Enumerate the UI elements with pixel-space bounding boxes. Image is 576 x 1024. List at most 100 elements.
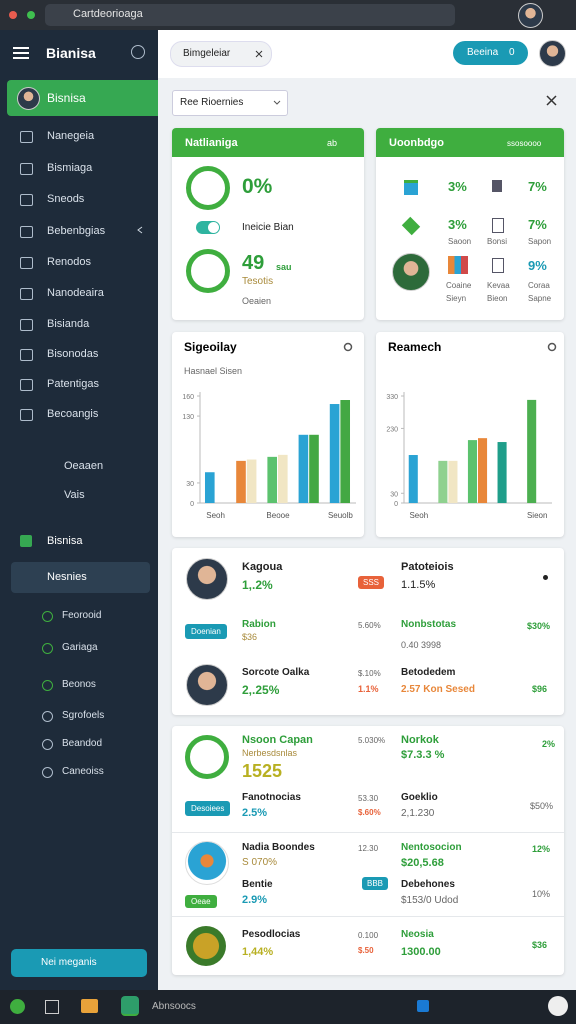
nav-item[interactable]: Bismiaga bbox=[47, 162, 93, 174]
chart-title: Reamech bbox=[388, 340, 441, 354]
value: 2,.25% bbox=[242, 683, 280, 697]
side-button[interactable]: Nei meganis bbox=[11, 949, 147, 977]
profile[interactable] bbox=[518, 3, 543, 28]
right: $36 bbox=[532, 940, 548, 950]
ring-caption: Oeaien bbox=[242, 296, 272, 306]
value: $7.3.3 % bbox=[401, 749, 445, 761]
chevron bbox=[137, 226, 143, 234]
app-icon[interactable] bbox=[121, 996, 139, 1016]
name: Nadia Boondes bbox=[242, 842, 315, 853]
nav-item[interactable]: Becoangis bbox=[47, 408, 99, 420]
close-button[interactable] bbox=[546, 95, 557, 106]
x-tick-label: Seuolb bbox=[328, 511, 353, 520]
name: Bentie bbox=[242, 879, 273, 890]
bar bbox=[204, 472, 215, 503]
header-button-label: Beeina bbox=[467, 47, 499, 58]
title: Nonbstotas bbox=[401, 619, 456, 630]
nav-child[interactable]: Sgrofoels bbox=[62, 710, 105, 721]
dropdown[interactable]: Ree Rioernies bbox=[172, 90, 288, 116]
value: 1.1.5% bbox=[401, 579, 436, 591]
item-icon bbox=[20, 349, 33, 361]
avatar bbox=[17, 87, 40, 110]
nav-child[interactable]: Beandod bbox=[62, 738, 103, 749]
avatar bbox=[186, 558, 228, 600]
toggle[interactable] bbox=[196, 221, 220, 234]
section-label: Bisnisa bbox=[47, 535, 83, 547]
nav-child[interactable]: Gariaga bbox=[62, 642, 98, 653]
stat-label: Saoon bbox=[448, 237, 472, 246]
mid: $.10% bbox=[358, 669, 381, 678]
y-tick-label: 30 bbox=[390, 491, 398, 498]
chip-close[interactable] bbox=[255, 50, 263, 58]
tray-icon[interactable] bbox=[548, 996, 568, 1016]
sub: Nerbesdsnlas bbox=[242, 748, 298, 758]
nav-item[interactable]: Nanegeia bbox=[47, 130, 95, 142]
nav-item[interactable]: Bisianda bbox=[47, 318, 90, 330]
chart-menu[interactable] bbox=[343, 342, 353, 352]
active-item[interactable]: Bisnisa bbox=[7, 80, 158, 116]
avatar bbox=[392, 253, 430, 291]
app-icon[interactable] bbox=[45, 1000, 59, 1014]
stat-label: Sapon bbox=[528, 237, 552, 246]
bar bbox=[278, 454, 288, 503]
icon bbox=[448, 256, 468, 274]
badge: BBB bbox=[362, 877, 389, 890]
nav-item[interactable]: Bisonodas bbox=[47, 348, 99, 360]
item-icon bbox=[20, 226, 33, 238]
app-icon[interactable] bbox=[81, 999, 98, 1013]
sub-item[interactable]: Vais bbox=[64, 489, 85, 501]
chart-subtitle: Hasnael Sisen bbox=[184, 366, 242, 376]
value: 1,.2% bbox=[242, 578, 273, 592]
item-icon bbox=[20, 288, 33, 300]
header-button[interactable]: Beeina 0 bbox=[453, 41, 528, 65]
nav-child[interactable]: Caneoiss bbox=[62, 766, 104, 777]
url: Cartdeorioaga bbox=[73, 8, 143, 20]
badge: Doenian bbox=[185, 624, 227, 639]
settings-icon[interactable] bbox=[131, 45, 145, 59]
stat-card: Natlianiga ab 0% Ineicie Bian 49 sau Tes… bbox=[172, 128, 364, 320]
nav-item[interactable]: Nanodeaira bbox=[47, 287, 104, 299]
nav-child[interactable]: Feorooid bbox=[62, 610, 102, 621]
selected-item[interactable] bbox=[11, 562, 150, 593]
nav-child[interactable]: Beonos bbox=[62, 679, 96, 690]
tray-icon[interactable] bbox=[417, 1000, 429, 1012]
nav-item[interactable]: Bebenbgias bbox=[47, 225, 106, 237]
chip[interactable]: Bimgeleiar bbox=[170, 41, 272, 67]
divider bbox=[172, 832, 564, 833]
user-avatar[interactable] bbox=[539, 40, 566, 67]
app-icon[interactable] bbox=[10, 999, 25, 1014]
stat-value: 9% bbox=[528, 258, 547, 273]
stat-value: 7% bbox=[528, 179, 547, 194]
sub-item[interactable]: Oeaaen bbox=[64, 460, 104, 472]
logo bbox=[185, 841, 229, 885]
icon bbox=[492, 258, 504, 273]
child-icon bbox=[42, 611, 53, 622]
child-icon bbox=[42, 680, 53, 691]
bar bbox=[329, 404, 340, 503]
mid: 5.030% bbox=[358, 736, 386, 745]
max-dot[interactable] bbox=[27, 11, 35, 19]
nav-item[interactable]: Patentigas bbox=[47, 378, 99, 390]
stat-label: Sieyn bbox=[446, 294, 467, 303]
menu-icon[interactable] bbox=[12, 46, 30, 60]
card-header bbox=[172, 128, 364, 157]
url-field[interactable] bbox=[45, 4, 455, 26]
name: Fanotnocias bbox=[242, 792, 301, 803]
nav-item[interactable]: Renodos bbox=[47, 256, 92, 268]
nav-item[interactable]: Sneods bbox=[47, 193, 85, 205]
value: 0.40 3998 bbox=[401, 640, 442, 650]
bar bbox=[267, 456, 277, 503]
bar bbox=[309, 434, 319, 503]
name: Sorcote Oalka bbox=[242, 667, 310, 678]
close-dot[interactable] bbox=[9, 11, 17, 19]
item-icon bbox=[20, 379, 33, 391]
title: Neosia bbox=[401, 929, 434, 940]
ring-sub: Tesotis bbox=[242, 276, 274, 287]
title: Goeklio bbox=[401, 792, 438, 803]
mid: $.60% bbox=[358, 808, 381, 817]
icon bbox=[492, 218, 504, 233]
value: 2.9% bbox=[242, 894, 268, 906]
chart-menu[interactable] bbox=[547, 342, 557, 352]
